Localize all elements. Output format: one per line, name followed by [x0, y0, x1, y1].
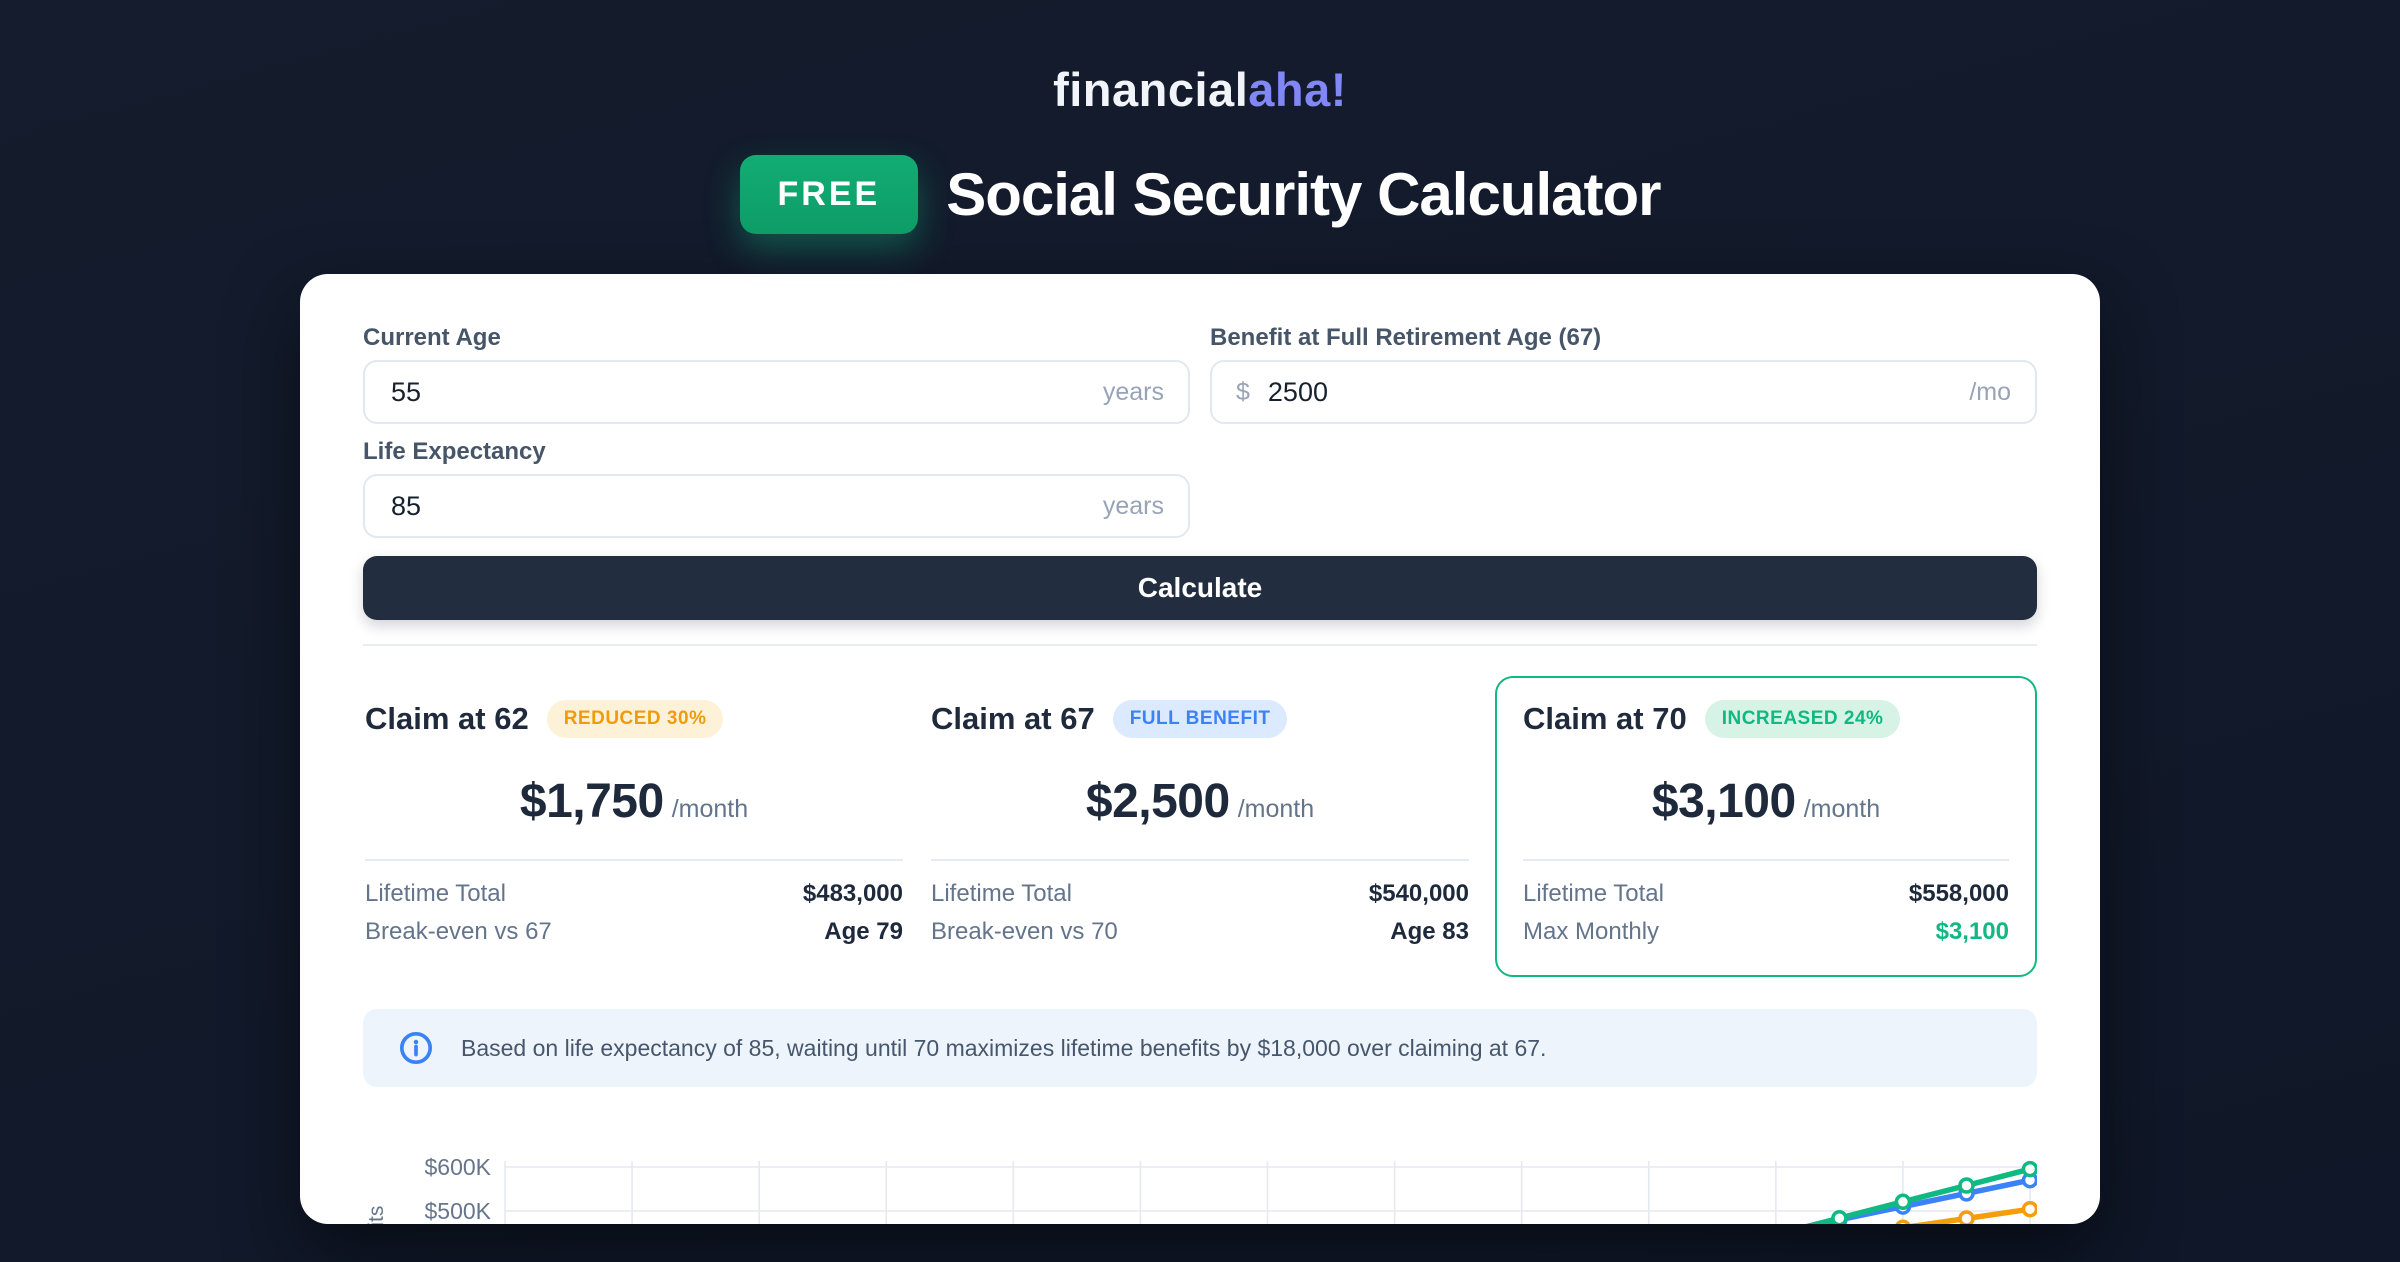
claim-62-per: /month — [671, 795, 749, 823]
claim-67-per: /month — [1237, 795, 1315, 823]
claim-67-amount: $2,500 — [1085, 775, 1230, 828]
claim-70-divider — [1523, 859, 2009, 861]
current-age-label: Current Age — [363, 324, 501, 351]
brand-name-primary: financial — [1053, 63, 1249, 116]
claim-62-badge: REDUCED 30% — [546, 700, 724, 738]
claim-62-row-lifetime: Lifetime Total $483,000 — [365, 880, 903, 907]
current-age-inputbox: years — [363, 360, 1190, 424]
page-header: FREE Social Security Calculator — [0, 154, 2400, 234]
claim-70-badge: INCREASED 24% — [1704, 700, 1901, 738]
benefit-fra-prefix: $ — [1236, 377, 1250, 406]
info-banner-text: Based on life expectancy of 85, waiting … — [461, 1034, 1547, 1061]
claim-67-title: Claim at 67 — [931, 701, 1095, 736]
claim-70-per: /month — [1803, 795, 1881, 823]
life-expectancy-input[interactable] — [389, 489, 1087, 523]
claim-70-row-max-monthly: Max Monthly $3,100 — [1523, 918, 2009, 945]
free-badge: FREE — [739, 154, 919, 234]
result-card-claim-67: Claim at 67 FULL BENEFIT $2,500/month Li… — [929, 676, 1471, 977]
claim-62-amount: $1,750 — [519, 775, 664, 828]
info-banner: Based on life expectancy of 85, waiting … — [363, 1009, 2037, 1087]
benefits-chart-svg: $600K$500K$400K$300K$200K$100K$0KCumulat… — [365, 1154, 2037, 1224]
claim-67-divider — [931, 859, 1469, 861]
current-age-input[interactable] — [389, 375, 1087, 409]
field-benefit-fra: Benefit at Full Retirement Age (67) $ /m… — [1210, 324, 2037, 424]
claim-70-title: Claim at 70 — [1523, 701, 1687, 736]
field-current-age: Current Age years — [363, 324, 1190, 424]
life-expectancy-suffix: years — [1102, 491, 1164, 520]
benefit-fra-input[interactable] — [1265, 375, 1954, 409]
benefit-fra-suffix: /mo — [1969, 377, 2011, 406]
result-card-claim-62: Claim at 62 REDUCED 30% $1,750/month Lif… — [363, 676, 905, 977]
calculator-card: Current Age years Benefit at Full Retire… — [300, 274, 2100, 1224]
claim-67-row-lifetime: Lifetime Total $540,000 — [931, 880, 1469, 907]
svg-text:Cumulative Benefits: Cumulative Benefits — [365, 1206, 388, 1224]
benefits-chart: $600K$500K$400K$300K$200K$100K$0KCumulat… — [363, 1121, 2037, 1224]
benefit-fra-label: Benefit at Full Retirement Age (67) — [1210, 324, 1602, 351]
result-card-claim-70: Claim at 70 INCREASED 24% $3,100/month L… — [1495, 676, 2037, 977]
svg-text:$500K: $500K — [424, 1198, 491, 1224]
benefit-fra-inputbox: $ /mo — [1210, 360, 2037, 424]
form-results-divider — [363, 644, 2037, 646]
results-grid: Claim at 62 REDUCED 30% $1,750/month Lif… — [363, 676, 2037, 977]
claim-70-row-lifetime: Lifetime Total $558,000 — [1523, 880, 2009, 907]
claim-67-row-breakeven: Break-even vs 70 Age 83 — [931, 918, 1469, 945]
life-expectancy-inputbox: years — [363, 474, 1190, 538]
page-title: Social Security Calculator — [946, 160, 1661, 228]
claim-70-amount: $3,100 — [1651, 775, 1796, 828]
svg-text:$600K: $600K — [424, 1154, 491, 1180]
brand-logo[interactable]: financialaha! — [0, 0, 2400, 118]
claim-62-title: Claim at 62 — [365, 701, 529, 736]
brand-name-accent: aha! — [1248, 63, 1347, 116]
current-age-suffix: years — [1102, 377, 1164, 406]
field-life-expectancy: Life Expectancy years — [363, 438, 1190, 538]
life-expectancy-label: Life Expectancy — [363, 438, 546, 465]
calculator-form: Current Age years Benefit at Full Retire… — [363, 324, 2037, 538]
claim-62-row-breakeven: Break-even vs 67 Age 79 — [365, 918, 903, 945]
calculate-button[interactable]: Calculate — [363, 556, 2037, 620]
info-icon — [399, 1031, 433, 1065]
claim-62-divider — [365, 859, 903, 861]
claim-67-badge: FULL BENEFIT — [1112, 700, 1288, 738]
